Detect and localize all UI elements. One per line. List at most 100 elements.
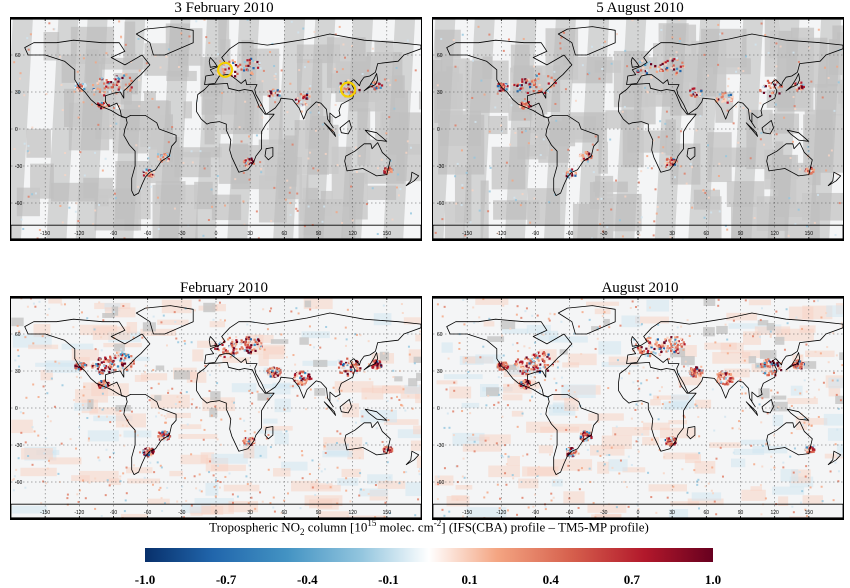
no2-pixel <box>259 161 262 164</box>
no2-pixel <box>800 88 803 91</box>
no2-pixel <box>497 366 500 369</box>
no2-pixel <box>352 365 356 368</box>
no2-pixel <box>783 348 786 351</box>
no2-pixel <box>797 60 800 63</box>
no2-pixel <box>113 354 116 357</box>
no2-pixel <box>300 375 303 378</box>
no2-pixel <box>323 205 326 208</box>
no2-pixel <box>794 82 797 85</box>
colorbar-label-mid: column [10 <box>304 519 368 535</box>
no2-pixel <box>546 89 549 92</box>
no2-pixel <box>525 104 528 108</box>
no2-pixel <box>266 397 269 400</box>
no2-pixel <box>695 129 698 132</box>
no2-pixel <box>389 512 392 515</box>
no2-pixel <box>501 88 504 91</box>
no2-pixel <box>221 343 224 347</box>
no2-pixel <box>597 420 600 423</box>
no2-pixel <box>829 470 832 473</box>
no2-pixel <box>373 88 376 91</box>
no2-pixel <box>94 348 97 351</box>
no2-pixel <box>245 349 249 352</box>
no2-pixel <box>721 93 724 96</box>
no2-pixel <box>292 354 295 357</box>
no2-pixel <box>768 85 771 88</box>
no2-pixel <box>122 362 125 365</box>
no2-pixel <box>259 347 262 350</box>
no2-pixel <box>504 453 507 456</box>
field-patch <box>166 412 191 419</box>
cloud-patch <box>220 39 231 75</box>
no2-pixel <box>166 159 170 162</box>
field-patch <box>416 455 421 469</box>
no2-pixel <box>96 369 99 372</box>
no2-pixel <box>344 344 347 347</box>
no2-pixel <box>732 451 735 454</box>
no2-pixel <box>108 370 111 374</box>
no2-pixel <box>26 150 29 153</box>
no2-pixel <box>127 353 130 357</box>
lat-tick-label: 0 <box>15 406 18 412</box>
no2-pixel <box>377 82 381 85</box>
no2-pixel <box>208 471 211 474</box>
no2-pixel <box>792 511 795 514</box>
no2-pixel <box>250 157 253 160</box>
no2-pixel <box>446 412 449 415</box>
no2-pixel <box>794 362 797 365</box>
no2-pixel <box>706 144 709 147</box>
no2-pixel <box>104 367 107 370</box>
no2-pixel <box>577 452 580 455</box>
no2-pixel <box>682 365 685 368</box>
no2-pixel <box>771 372 774 375</box>
no2-pixel <box>693 92 696 95</box>
no2-pixel <box>178 400 181 403</box>
no2-pixel <box>460 149 463 152</box>
no2-pixel <box>232 353 235 356</box>
no2-pixel <box>244 343 247 346</box>
no2-pixel <box>272 89 275 93</box>
no2-pixel <box>105 52 108 55</box>
no2-pixel <box>300 450 303 453</box>
colorbar-tick-label: -1.0 <box>134 572 156 587</box>
no2-pixel <box>761 365 764 369</box>
no2-pixel <box>655 212 658 215</box>
no2-pixel <box>681 61 684 64</box>
no2-pixel <box>760 363 763 366</box>
no2-pixel <box>510 104 513 107</box>
no2-pixel <box>92 223 95 226</box>
no2-pixel <box>390 409 393 412</box>
no2-pixel <box>254 339 258 342</box>
no2-pixel <box>228 336 231 340</box>
no2-pixel <box>726 375 729 378</box>
coastline <box>364 408 388 421</box>
no2-pixel <box>658 347 661 351</box>
no2-pixel <box>247 135 250 138</box>
no2-pixel <box>521 412 524 415</box>
no2-pixel <box>647 471 650 474</box>
field-patch <box>441 342 453 353</box>
no2-pixel <box>480 79 483 82</box>
no2-pixel <box>808 172 811 175</box>
missing-patch <box>500 320 516 330</box>
no2-pixel <box>340 371 344 374</box>
no2-pixel <box>233 347 236 350</box>
no2-pixel <box>149 185 152 188</box>
no2-pixel <box>128 76 132 79</box>
no2-pixel <box>461 475 464 478</box>
no2-pixel <box>154 54 157 57</box>
no2-pixel <box>718 162 721 165</box>
no2-pixel <box>669 236 672 239</box>
field-patch <box>415 392 421 404</box>
no2-pixel <box>243 160 246 163</box>
no2-pixel <box>71 348 74 351</box>
no2-pixel <box>316 479 319 482</box>
no2-pixel <box>63 303 66 306</box>
colorbar-label-sup: 15 <box>367 518 377 528</box>
no2-pixel <box>533 65 536 68</box>
no2-pixel <box>256 341 259 345</box>
no2-pixel <box>659 64 662 67</box>
no2-pixel <box>678 342 682 346</box>
no2-pixel <box>611 466 614 469</box>
no2-pixel <box>788 197 791 200</box>
no2-pixel <box>48 22 51 25</box>
